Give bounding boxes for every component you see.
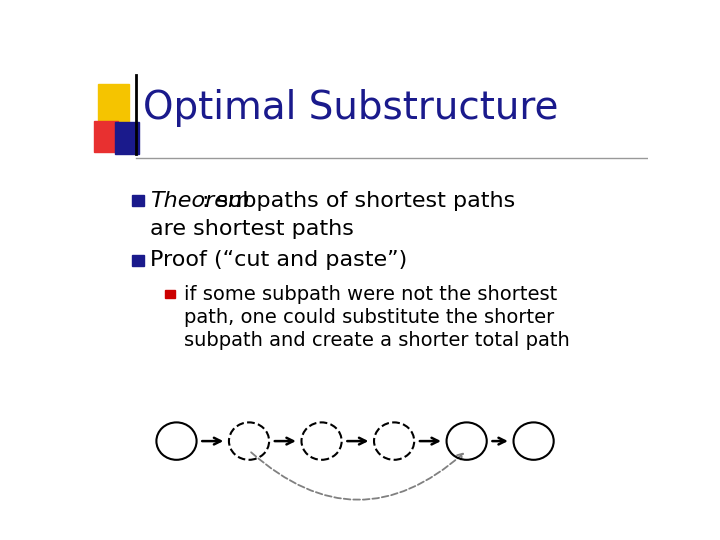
Text: subpath and create a shorter total path: subpath and create a shorter total path [184, 330, 570, 349]
Bar [114, 122, 139, 154]
Text: Theorem: Theorem [150, 191, 250, 211]
Text: are shortest paths: are shortest paths [150, 219, 354, 239]
Bar [94, 121, 119, 152]
Bar [132, 255, 144, 266]
Text: Optimal Substructure: Optimal Substructure [143, 90, 559, 127]
Text: if some subpath were not the shortest: if some subpath were not the shortest [184, 285, 557, 304]
Text: path, one could substitute the shorter: path, one could substitute the shorter [184, 308, 554, 327]
Text: Proof (“cut and paste”): Proof (“cut and paste”) [150, 250, 408, 270]
Bar [166, 290, 176, 299]
Bar [132, 195, 144, 206]
Text: : subpaths of shortest paths: : subpaths of shortest paths [202, 191, 516, 211]
Bar [98, 84, 128, 125]
